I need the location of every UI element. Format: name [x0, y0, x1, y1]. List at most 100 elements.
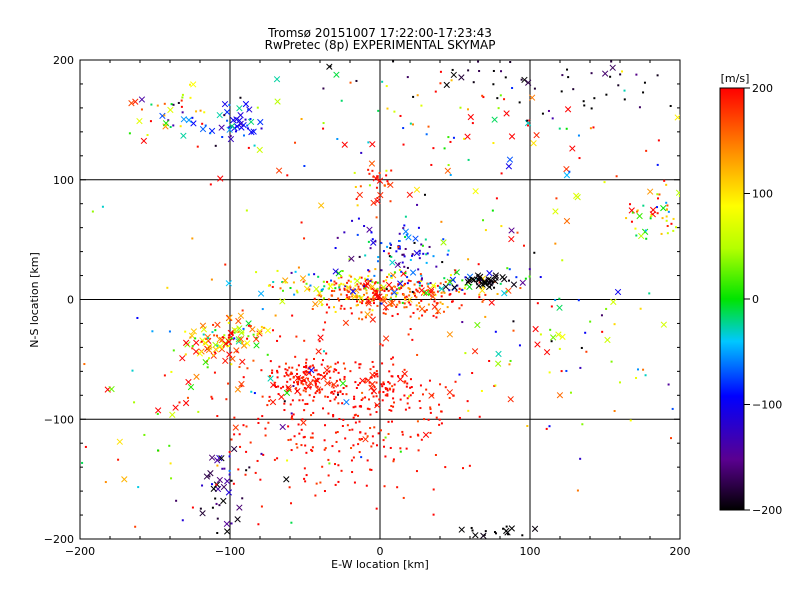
- scatter-point-dot: [168, 444, 171, 447]
- scatter-point-dot: [663, 179, 666, 182]
- scatter-point-dot: [384, 387, 387, 390]
- scatter-point-x: [495, 350, 502, 358]
- scatter-point-dot: [212, 323, 215, 326]
- scatter-point-dot: [425, 308, 428, 311]
- scatter-point-dot: [424, 238, 427, 241]
- scatter-point-x: [465, 276, 473, 284]
- scatter-point-dot: [245, 469, 248, 472]
- scatter-point-x: [185, 378, 192, 386]
- scatter-point-x: [556, 392, 564, 399]
- scatter-point-dot: [245, 425, 248, 428]
- scatter-point-dot: [241, 341, 244, 344]
- scatter-point-dot: [413, 241, 416, 244]
- x-tick-label: −100: [215, 545, 245, 558]
- scatter-point-dot: [357, 285, 360, 288]
- scatter-point-dot: [669, 104, 672, 107]
- scatter-point-dot: [297, 378, 300, 381]
- scatter-point-dot: [367, 168, 370, 171]
- scatter-point-dot: [430, 163, 433, 166]
- scatter-point-dot: [311, 436, 314, 439]
- scatter-point-x: [217, 175, 224, 182]
- scatter-point-dot: [467, 409, 470, 412]
- scatter-point-dot: [354, 185, 357, 188]
- scatter-point-dot: [172, 349, 175, 352]
- scatter-point-dot: [415, 470, 418, 473]
- scatter-point-dot: [665, 219, 668, 222]
- scatter-point-dot: [499, 282, 502, 285]
- scatter-point-x: [199, 125, 207, 133]
- scatter-point-dot: [301, 418, 304, 421]
- scatter-point-dot: [276, 371, 279, 374]
- scatter-point-dot: [290, 449, 293, 452]
- scatter-point-dot: [629, 419, 632, 422]
- scatter-point-dot: [460, 304, 463, 307]
- scatter-point-dot: [271, 371, 274, 374]
- scatter-point-x: [503, 110, 510, 117]
- scatter-point-dot: [201, 122, 204, 125]
- scatter-point-dot: [208, 475, 211, 478]
- scatter-point-dot: [398, 300, 401, 303]
- scatter-point-dot: [382, 312, 385, 315]
- scatter-point-dot: [316, 377, 319, 380]
- scatter-point-dot: [644, 229, 647, 232]
- scatter-point-dot: [346, 281, 349, 284]
- scatter-point-dot: [468, 464, 471, 467]
- scatter-point-dot: [345, 297, 348, 300]
- scatter-point-dot: [361, 318, 364, 321]
- scatter-point-dot: [313, 297, 316, 300]
- scatter-point-x: [368, 160, 376, 167]
- scatter-point-dot: [224, 263, 227, 266]
- scatter-point-x: [380, 284, 387, 291]
- scatter-point-dot: [328, 382, 331, 385]
- scatter-point-dot: [491, 282, 494, 285]
- scatter-point-dot: [671, 407, 674, 410]
- scatter-point-dot: [196, 145, 199, 148]
- colorbar-tick-label: 200: [752, 82, 773, 95]
- scatter-point-x: [237, 312, 245, 319]
- scatter-point-dot: [370, 468, 373, 471]
- scatter-point-dot: [322, 280, 325, 283]
- scatter-point-x: [555, 331, 562, 338]
- scatter-point-x: [458, 74, 465, 81]
- scatter-point-dot: [443, 147, 446, 150]
- scatter-point-x: [434, 307, 442, 315]
- scatter-point-dot: [373, 386, 376, 389]
- scatter-point-dot: [313, 369, 316, 372]
- scatter-point-dot: [390, 409, 393, 412]
- scatter-point-dot: [317, 275, 320, 278]
- scatter-point-dot: [443, 291, 446, 294]
- scatter-point-dot: [337, 371, 340, 374]
- scatter-point-x: [269, 398, 277, 406]
- scatter-point-x: [317, 298, 324, 306]
- scatter-point-dot: [191, 345, 194, 348]
- scatter-point-dot: [381, 288, 384, 291]
- scatter-point-dot: [355, 295, 358, 298]
- scatter-point-dot: [292, 376, 295, 379]
- scatter-point-dot: [482, 219, 485, 222]
- scatter-point-x: [376, 293, 383, 300]
- scatter-point-dot: [397, 247, 400, 250]
- y-tick-label: 0: [67, 294, 74, 307]
- scatter-point-dot: [360, 311, 363, 314]
- scatter-point-dot: [476, 283, 479, 286]
- scatter-point-dot: [547, 109, 550, 112]
- scatter-point-dot: [375, 444, 378, 447]
- scatter-point-dot: [409, 327, 412, 330]
- scatter-point-x: [283, 389, 291, 397]
- scatter-point-x: [491, 116, 498, 123]
- scatter-point-dot: [216, 334, 219, 337]
- scatter-point-dot: [425, 133, 428, 136]
- scatter-point-dot: [420, 104, 423, 107]
- scatter-point-dot: [373, 426, 376, 429]
- scatter-point-dot: [400, 280, 403, 283]
- scatter-point-x: [235, 317, 242, 325]
- scatter-point-dot: [439, 282, 442, 285]
- scatter-point-dot: [519, 287, 522, 290]
- scatter-point-dot: [360, 398, 363, 401]
- scatter-point-dot: [287, 425, 290, 428]
- scatter-point-dot: [380, 299, 383, 302]
- scatter-point-dot: [433, 284, 436, 287]
- scatter-point-dot: [350, 447, 353, 450]
- scatter-point-dot: [378, 398, 381, 401]
- scatter-point-dot: [380, 242, 383, 245]
